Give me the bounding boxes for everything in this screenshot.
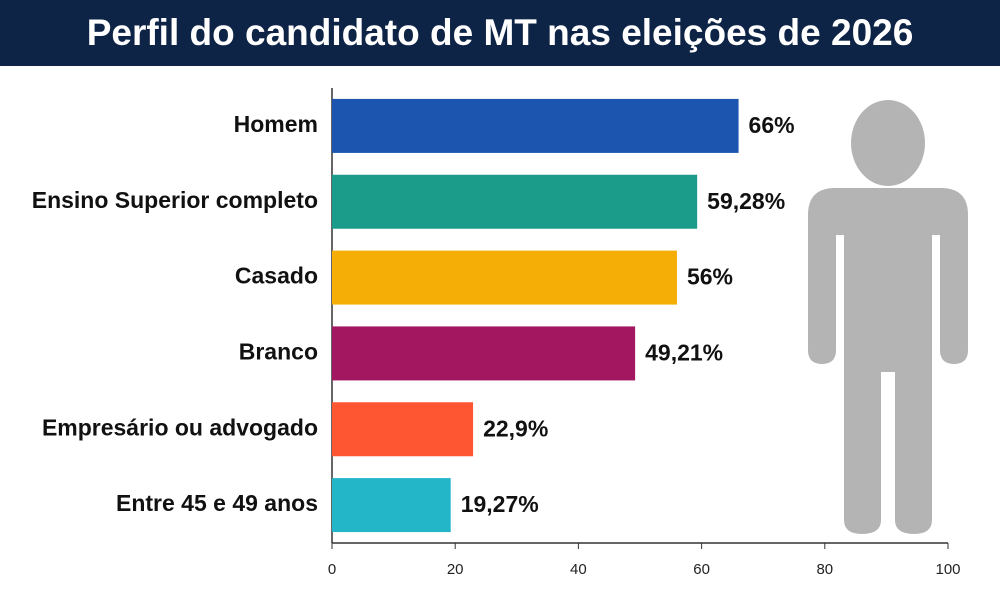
bar <box>332 98 739 153</box>
y-tick-label: Ensino Superior completo <box>32 187 318 213</box>
bar <box>332 326 636 381</box>
x-tick-label: 60 <box>693 561 710 578</box>
bar <box>332 478 451 533</box>
x-tick-label: 80 <box>816 561 833 578</box>
y-tick-label: Entre 45 e 49 anos <box>116 490 318 516</box>
bar <box>332 250 677 305</box>
chart-title: Perfil do candidato de MT nas eleições d… <box>87 12 914 53</box>
value-label: 66% <box>749 112 795 138</box>
x-tick-label: 0 <box>328 561 336 578</box>
person-icon <box>808 100 968 534</box>
value-label: 22,9% <box>483 415 548 441</box>
bar <box>332 402 474 457</box>
bar <box>332 174 698 229</box>
title-bar <box>0 0 1000 66</box>
x-tick-label: 100 <box>935 561 960 578</box>
y-tick-label: Branco <box>239 338 318 364</box>
value-label: 56% <box>687 264 733 290</box>
y-tick-label: Casado <box>235 263 318 289</box>
y-tick-label: Empresário ou advogado <box>42 414 318 440</box>
value-label: 59,28% <box>707 188 785 214</box>
x-tick-label: 20 <box>447 561 464 578</box>
x-tick-label: 40 <box>570 561 587 578</box>
value-label: 49,21% <box>645 339 723 365</box>
y-tick-label: Homem <box>234 111 318 137</box>
value-label: 19,27% <box>461 491 539 517</box>
